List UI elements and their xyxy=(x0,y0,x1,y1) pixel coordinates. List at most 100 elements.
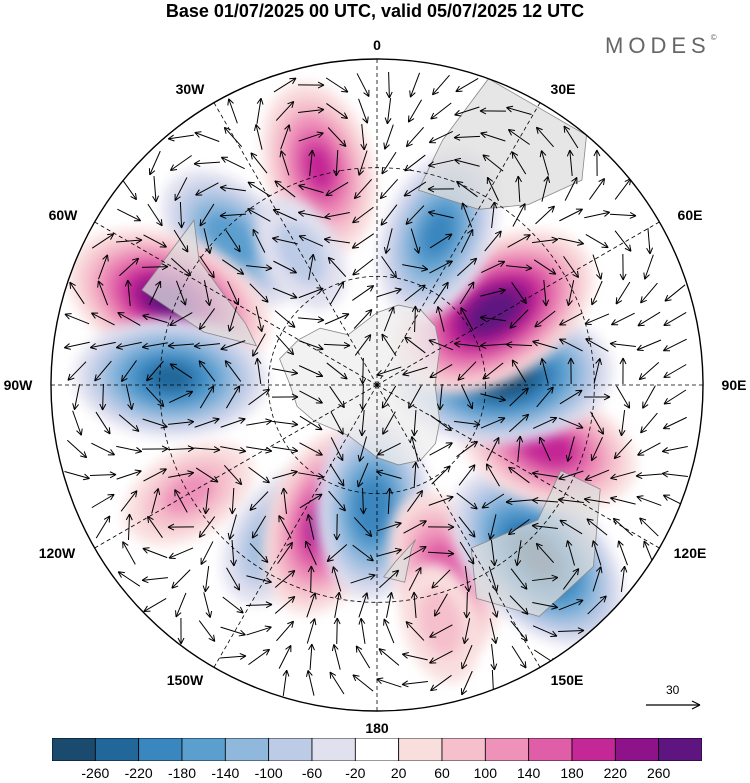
wind-vector xyxy=(252,228,266,253)
wind-vector xyxy=(271,393,299,401)
wind-vector xyxy=(461,644,473,670)
wind-vector xyxy=(453,133,481,141)
wind-vector xyxy=(619,253,627,281)
wind-vector xyxy=(117,208,142,222)
wind-vector xyxy=(463,591,471,619)
wind-vector xyxy=(379,569,400,589)
lon-label-150e: 150E xyxy=(551,672,584,688)
wind-vector xyxy=(147,203,163,227)
wind-vector xyxy=(486,436,500,461)
wind-vector xyxy=(305,670,315,696)
colorbar-tick-label: 60 xyxy=(434,765,450,781)
wind-vector xyxy=(661,445,688,454)
wind-vector xyxy=(220,156,245,170)
wind-vector xyxy=(490,201,498,228)
colorbar-swatch xyxy=(94,738,140,761)
wind-vector xyxy=(590,411,604,435)
wind-vector xyxy=(168,470,195,478)
wind-vector xyxy=(559,208,584,222)
wind-vector xyxy=(430,414,452,432)
wind-vector xyxy=(383,124,394,150)
wind-vector xyxy=(326,362,348,380)
wind-vector xyxy=(559,338,583,352)
wind-vector xyxy=(275,334,295,356)
wind-vector xyxy=(640,282,658,304)
wind-vector xyxy=(664,284,686,302)
wind-vector xyxy=(482,362,504,380)
wind-vector xyxy=(459,281,475,305)
wind-vector xyxy=(558,470,584,481)
wind-vector xyxy=(329,463,345,487)
wind-vector xyxy=(203,228,212,254)
wind-vector xyxy=(353,517,373,538)
wind-vector xyxy=(194,417,220,428)
wind-vector xyxy=(385,487,393,515)
wind-vector xyxy=(253,124,263,150)
wind-vector xyxy=(593,149,601,177)
wind-vector xyxy=(636,495,662,506)
wind-vector xyxy=(584,469,610,481)
wind-vector xyxy=(306,514,315,540)
wind-vector xyxy=(662,338,687,352)
wind-vector xyxy=(220,446,247,454)
map-border xyxy=(50,58,704,712)
wind-vector xyxy=(327,127,347,147)
wind-vector xyxy=(429,442,453,456)
wind-vector xyxy=(122,541,136,565)
wind-vector xyxy=(177,617,185,645)
wind-vector xyxy=(559,389,583,405)
wind-vector xyxy=(246,575,272,585)
wind-vector xyxy=(352,674,374,692)
wind-vector xyxy=(299,442,323,456)
wind-vector xyxy=(91,233,115,249)
wind-vector xyxy=(408,567,422,591)
wind-vector xyxy=(72,410,83,436)
wind-vector xyxy=(613,439,633,460)
wind-vector xyxy=(273,77,297,93)
wind-vector xyxy=(378,648,400,666)
wind-vector xyxy=(282,669,290,696)
wind-vector xyxy=(198,308,216,330)
wind-vector xyxy=(272,469,298,480)
wind-vector xyxy=(403,520,427,534)
wind-vector xyxy=(429,363,453,379)
wind-vector xyxy=(532,574,559,582)
colorbar-swatch xyxy=(441,738,486,761)
wind-vector xyxy=(141,342,168,350)
wind-vector xyxy=(64,471,90,481)
wind-vector xyxy=(308,643,315,671)
wind-vector xyxy=(489,618,498,644)
wind-vector xyxy=(274,180,296,198)
wind-vector xyxy=(509,387,529,407)
wind-vector xyxy=(252,333,266,357)
wind-vector xyxy=(405,126,425,148)
wind-vector xyxy=(230,539,237,567)
colorbar-tick-label: 220 xyxy=(603,765,628,781)
wind-vector xyxy=(431,74,450,96)
wind-vector xyxy=(333,149,340,177)
wind-vector xyxy=(539,358,549,384)
colorbar-swatch xyxy=(571,738,616,761)
wind-vector xyxy=(225,229,241,253)
wind-vector xyxy=(663,389,687,405)
wind-vector xyxy=(436,384,444,411)
wind-vector xyxy=(535,205,555,225)
wind-vector xyxy=(637,442,661,456)
wind-vector xyxy=(617,540,628,566)
wind-vector xyxy=(249,543,269,563)
wind-vector xyxy=(515,175,522,203)
wind-vector xyxy=(97,280,109,306)
wind-vector xyxy=(141,445,169,453)
colorbar-tick-label: 100 xyxy=(473,765,498,781)
wind-vector xyxy=(202,488,210,515)
wind-vector xyxy=(427,185,455,193)
wind-vector xyxy=(334,591,342,618)
wind-vector xyxy=(272,208,298,221)
wind-vector xyxy=(275,100,295,121)
wind-vector xyxy=(427,549,455,557)
wind-vector xyxy=(170,257,192,277)
wind-vector xyxy=(69,281,85,305)
wind-vector xyxy=(355,645,371,669)
colorbar-tick-label: 140 xyxy=(516,765,541,781)
wind-vector xyxy=(435,306,445,332)
